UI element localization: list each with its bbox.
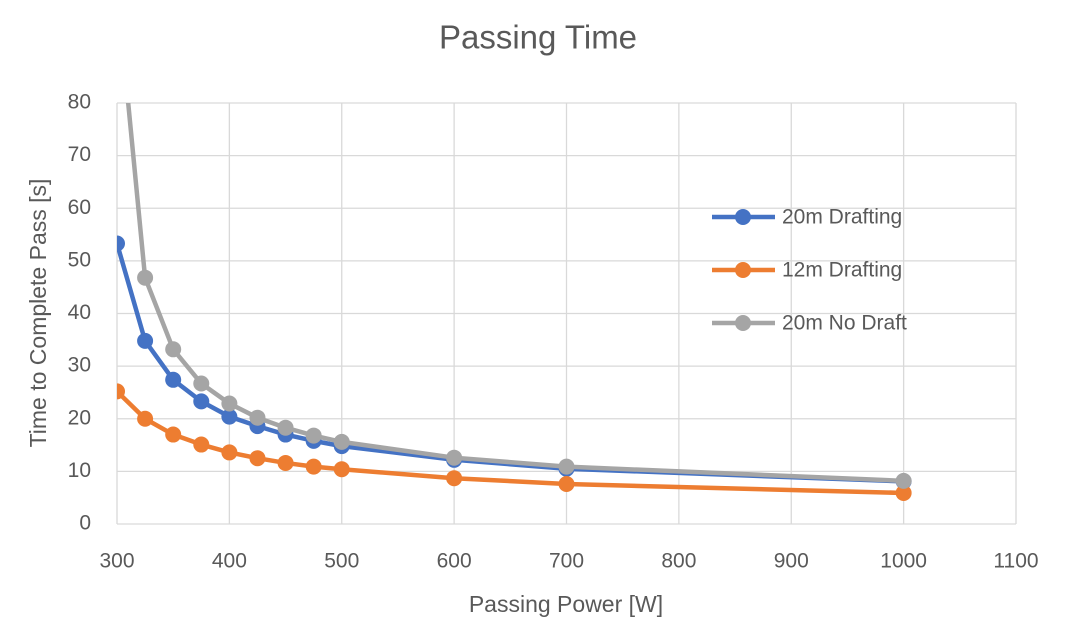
data-point: [277, 454, 294, 471]
data-point: [117, 235, 125, 252]
legend-label: 12m Drafting: [782, 259, 902, 282]
data-point: [277, 419, 294, 436]
data-point: [221, 395, 238, 412]
data-point: [137, 332, 154, 349]
data-point: [193, 375, 210, 392]
data-point: [446, 449, 463, 466]
y-tick-label: 40: [68, 301, 91, 324]
y-tick-label: 20: [68, 406, 91, 429]
data-point: [165, 426, 182, 443]
y-axis-title: Time to Complete Pass [s]: [25, 179, 51, 448]
data-point: [117, 383, 125, 400]
legend-label: 20m No Draft: [782, 312, 907, 335]
x-axis-title: Passing Power [W]: [469, 591, 663, 617]
data-point: [137, 269, 154, 286]
legend-label: 20m Drafting: [782, 206, 902, 229]
y-tick-label: 50: [68, 248, 91, 271]
data-point: [895, 472, 912, 489]
data-point: [305, 458, 322, 475]
x-tick-label: 900: [774, 550, 809, 573]
data-point: [221, 444, 238, 461]
y-tick-label: 0: [79, 512, 91, 535]
plot-area: [117, 103, 912, 501]
data-point: [333, 461, 350, 478]
data-point: [895, 484, 912, 501]
legend-marker: [735, 315, 751, 331]
data-point: [193, 393, 210, 410]
x-tick-label: 1100: [993, 550, 1038, 573]
data-point: [558, 458, 575, 475]
x-tick-label: 300: [99, 550, 134, 573]
legend-marker: [735, 209, 751, 225]
x-tick-label: 700: [549, 550, 584, 573]
y-tick-label: 10: [68, 459, 91, 482]
x-tick-label: 600: [437, 550, 472, 573]
y-tick-label: 30: [68, 354, 91, 377]
data-point: [446, 470, 463, 487]
data-point: [165, 371, 182, 388]
y-tick-label: 70: [68, 143, 91, 166]
data-point: [305, 427, 322, 444]
y-tick-label: 80: [68, 91, 91, 114]
data-point: [249, 450, 266, 467]
x-tick-label: 500: [324, 550, 359, 573]
series-line: [125, 103, 904, 484]
data-point: [249, 409, 266, 426]
data-point: [193, 436, 210, 453]
data-point: [558, 476, 575, 493]
data-point: [165, 341, 182, 358]
data-point: [221, 408, 238, 425]
x-tick-label: 800: [661, 550, 696, 573]
legend-marker: [735, 262, 751, 278]
data-point: [333, 433, 350, 450]
x-tick-label: 1000: [880, 550, 927, 573]
x-tick-label: 400: [212, 550, 247, 573]
y-tick-label: 60: [68, 196, 91, 219]
data-point: [137, 410, 154, 427]
chart-title: Passing Time: [439, 19, 637, 56]
grid: [116, 102, 1017, 525]
